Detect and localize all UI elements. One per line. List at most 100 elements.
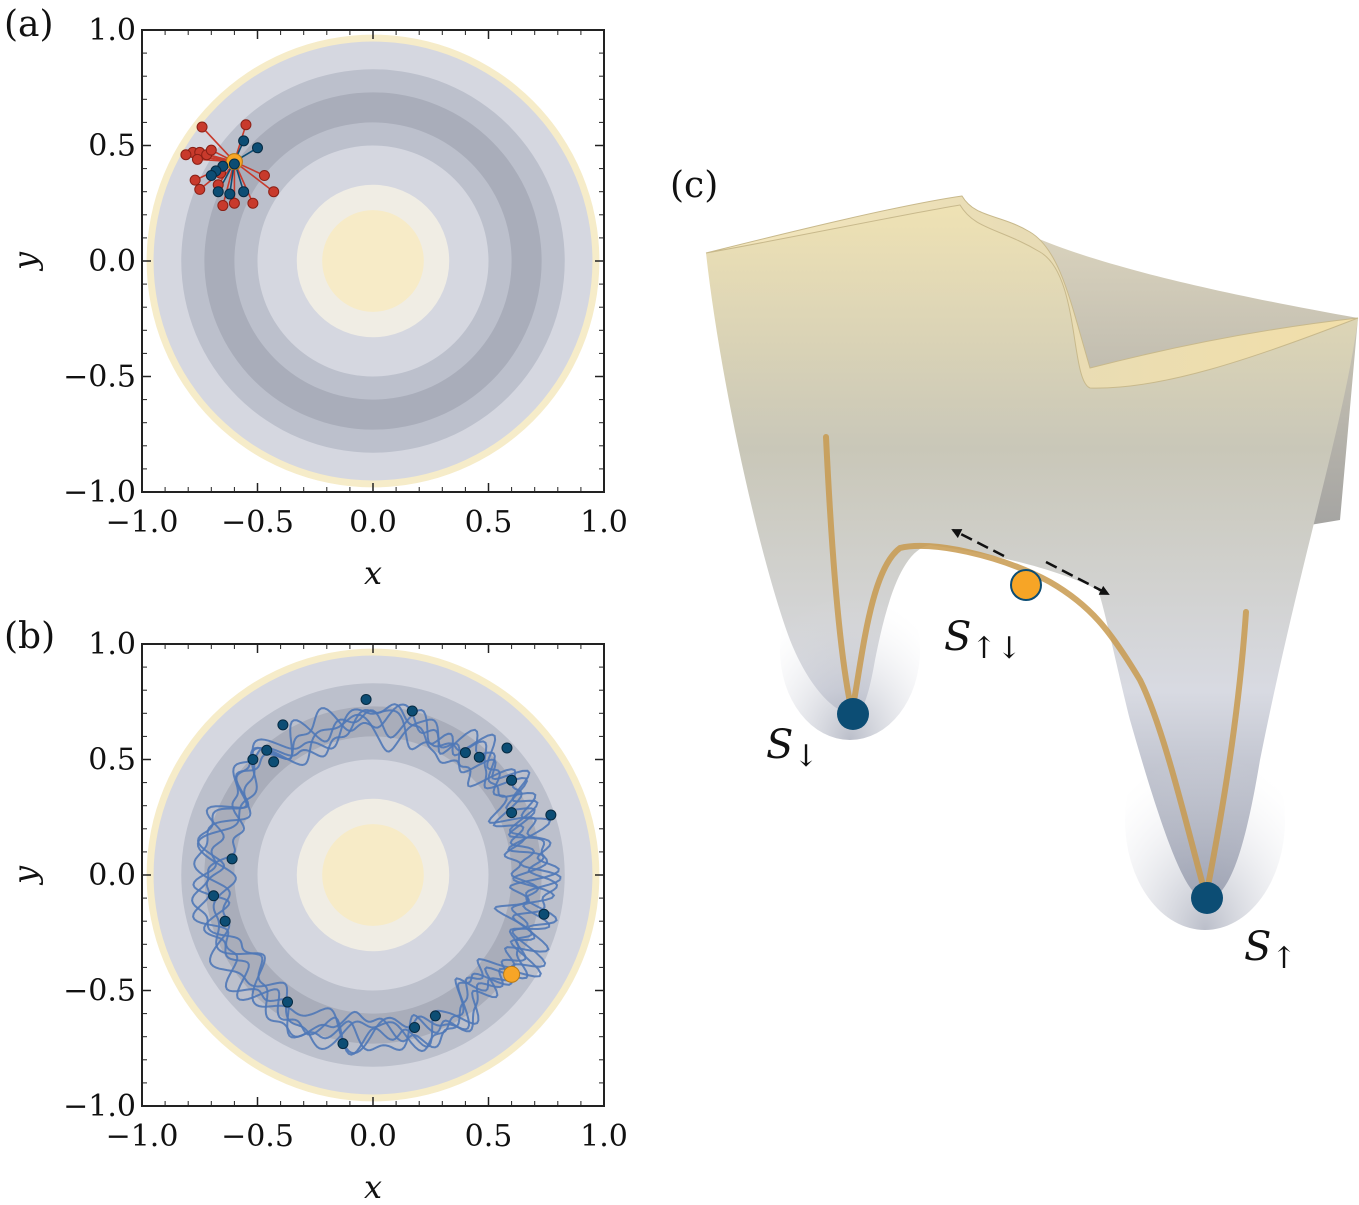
red-point — [247, 197, 259, 209]
panel-b-ytick: 0.5 — [88, 743, 136, 778]
blue-point — [538, 908, 550, 920]
red-point — [240, 119, 252, 131]
panel-b-trajectories — [191, 703, 562, 1056]
blue-point — [219, 915, 231, 927]
state-down-label: S↓ — [766, 722, 819, 774]
panel-b-ylabel: y — [6, 865, 44, 886]
panel-b-ytick: −0.5 — [63, 974, 136, 1009]
red-point — [191, 153, 203, 165]
panel-a-ylabel: y — [6, 251, 44, 272]
panel-a-ytick: −1.0 — [63, 475, 136, 510]
contour-ring — [322, 824, 424, 926]
red-point — [194, 183, 206, 195]
panel-b-xtick: 0.0 — [349, 1119, 397, 1154]
blue-point — [238, 135, 250, 147]
panel-a-contours — [146, 34, 600, 488]
blue-point — [473, 751, 485, 763]
panel-a-ytick: 0.0 — [88, 244, 136, 279]
state-up-marker — [1191, 882, 1223, 914]
orange-point — [503, 965, 521, 983]
panel-a-ytick: −0.5 — [63, 360, 136, 395]
panel-a-ticks — [141, 29, 605, 493]
panel-c: (c) S↓ S↑↓ S↑ — [670, 165, 1359, 976]
panel-b-xtick: −0.5 — [221, 1119, 294, 1154]
blue-point — [506, 774, 518, 786]
panel-a-ytick: 1.0 — [88, 13, 136, 48]
blue-point — [282, 996, 294, 1008]
blue-point — [226, 853, 238, 865]
red-point — [205, 144, 217, 156]
panel-a-xlabel: x — [364, 554, 382, 592]
right-well-shadow — [1125, 710, 1285, 930]
panel-b-ytick: 1.0 — [88, 627, 136, 662]
blue-point — [360, 693, 372, 705]
panel-b-ytick: −1.0 — [63, 1089, 136, 1124]
panel-a-xtick: −0.5 — [221, 505, 294, 540]
red-point — [196, 121, 208, 133]
left-well-shadow — [780, 560, 920, 740]
state-mid-symbol: S — [944, 614, 971, 660]
red-point — [180, 149, 192, 161]
state-down-symbol: S — [766, 722, 793, 768]
state-mid-label: S↑↓ — [944, 614, 1022, 666]
blue-point — [228, 158, 240, 170]
panel-b-ytick: 0.0 — [88, 858, 136, 893]
blue-point — [337, 1038, 349, 1050]
panel-b-label: (b) — [4, 616, 55, 657]
panel-a-xtick: 1.0 — [580, 505, 628, 540]
red-point — [189, 174, 201, 186]
state-down-subscript: ↓ — [793, 739, 818, 774]
panel-b-ticks — [141, 643, 605, 1107]
panel-a-xtick: 0.5 — [465, 505, 513, 540]
blue-point — [252, 142, 263, 154]
blue-point — [268, 756, 280, 768]
panel-a-label: (a) — [4, 4, 54, 45]
state-up-subscript: ↑ — [1271, 941, 1296, 976]
panel-a-xtick: 0.0 — [349, 505, 397, 540]
panel-b-xtick: −1.0 — [106, 1119, 179, 1154]
left-arrow — [951, 528, 1005, 558]
red-point — [268, 186, 280, 198]
blue-point — [409, 1021, 421, 1033]
state-down-marker — [837, 698, 869, 730]
red-point — [258, 170, 270, 182]
blue-point — [261, 744, 273, 756]
blue-point — [406, 705, 418, 717]
blue-point — [208, 890, 220, 902]
panel-a-ytick: 0.5 — [88, 129, 136, 164]
blue-point — [247, 754, 259, 765]
panel-b-xtick: 1.0 — [580, 1119, 628, 1154]
blue-point — [429, 1010, 441, 1022]
blue-point — [545, 809, 557, 821]
blue-point — [224, 188, 236, 200]
blue-point — [238, 186, 250, 198]
panel-b-xtick: 0.5 — [465, 1119, 513, 1154]
right-arrow — [1045, 560, 1110, 596]
state-up-symbol: S — [1244, 924, 1271, 970]
blue-point — [501, 742, 513, 754]
trajectory-line — [191, 703, 558, 1049]
state-mid-marker — [1010, 569, 1042, 601]
panel-c-label: (c) — [670, 165, 718, 206]
panel-b: (b) −1.0 −0.5 0.0 0.5 1.0 1.0 0.5 0.0 −0… — [4, 616, 628, 1205]
panel-a-markers — [180, 119, 280, 212]
blue-point — [212, 186, 224, 198]
contour-ring — [322, 210, 424, 312]
landscape-rim — [705, 195, 1359, 389]
blue-point — [277, 719, 289, 731]
blue-point — [506, 807, 518, 819]
rope-path — [823, 434, 1209, 899]
rope-right-arm — [1203, 609, 1249, 899]
blue-point — [459, 747, 471, 759]
trajectory-line — [192, 708, 556, 1056]
red-point — [217, 200, 229, 212]
panel-a: (a) −1.0 −0.5 0.0 0.5 1.0 1.0 0.5 0.0 −0… — [4, 4, 628, 592]
red-point — [228, 197, 240, 209]
state-mid-subscript: ↑↓ — [971, 631, 1021, 666]
panel-b-markers — [208, 693, 557, 1050]
panel-b-xlabel: x — [364, 1168, 382, 1205]
state-up-label: S↑ — [1244, 924, 1297, 976]
blue-point — [205, 170, 217, 182]
panel-a-xtick: −1.0 — [106, 505, 179, 540]
